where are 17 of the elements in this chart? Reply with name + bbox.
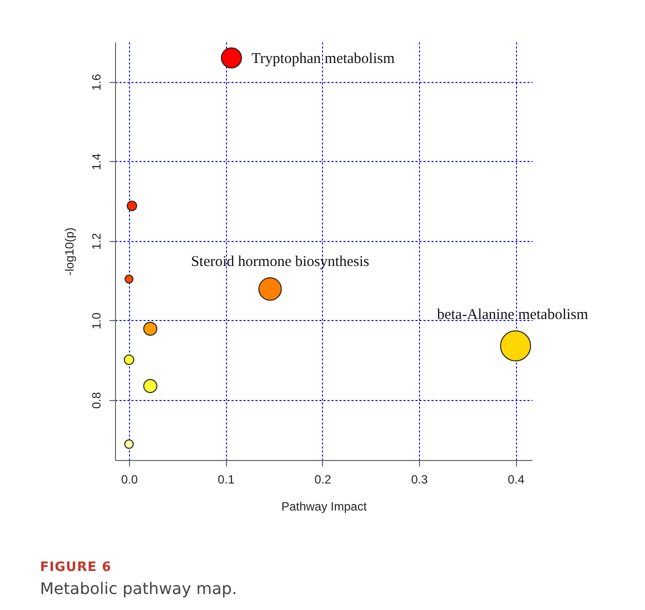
x-tick-label: 0.4: [508, 472, 525, 486]
annotation: beta-Alanine metabolism: [436, 306, 589, 323]
x-tick-label: 0.3: [411, 472, 428, 486]
x-tick-label: 0.2: [314, 472, 332, 486]
y-tick-label: 1.4: [90, 153, 104, 170]
y-tick-label: 1.2: [90, 232, 104, 250]
x-axis-title: Pathway Impact: [281, 500, 368, 514]
text: Metabolic pathway map.: [40, 579, 238, 598]
annotation: Steroid hormone biosynthesis: [190, 254, 370, 270]
annotation: Tryptophan metabolism: [251, 50, 395, 67]
y-tick-label: 1.0: [90, 312, 104, 330]
y-tick-label: 1.6: [90, 74, 104, 91]
caption: FIGURE 6: [40, 560, 112, 575]
x-tick-label: 0.1: [218, 472, 235, 486]
y-axis-title: -log10(p): [62, 227, 76, 276]
y-tick-label: 0.8: [90, 392, 104, 409]
x-tick-label: 0.0: [121, 472, 138, 486]
